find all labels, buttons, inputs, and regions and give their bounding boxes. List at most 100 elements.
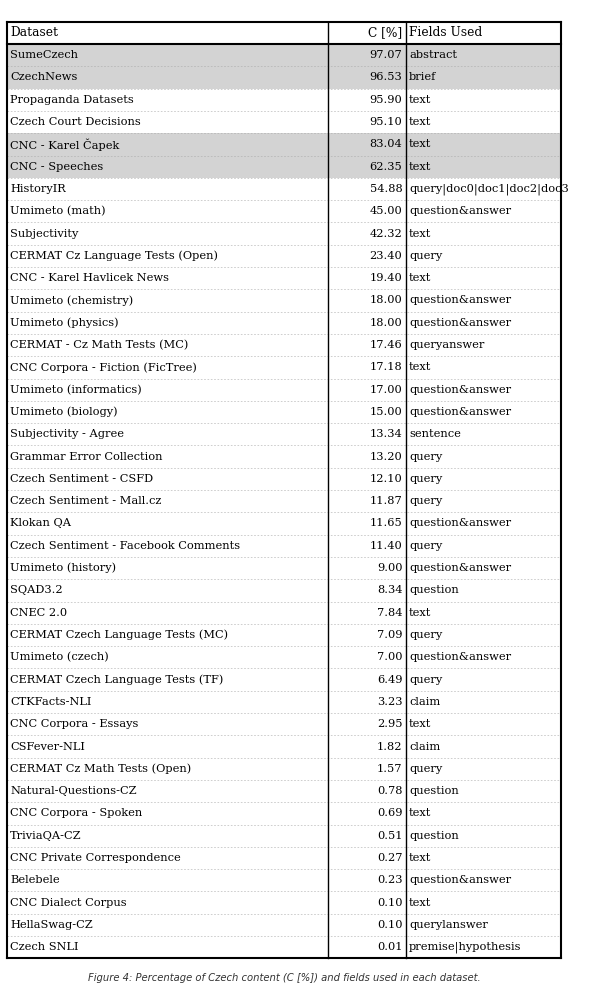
Bar bbox=[7, 467, 561, 490]
Text: question&answer: question&answer bbox=[409, 295, 511, 305]
Text: 0.78: 0.78 bbox=[377, 786, 402, 796]
Text: HellaSwag-CZ: HellaSwag-CZ bbox=[10, 920, 93, 930]
Text: 6.49: 6.49 bbox=[377, 675, 402, 685]
Text: CNC Corpora - Essays: CNC Corpora - Essays bbox=[10, 719, 139, 729]
Text: text: text bbox=[409, 853, 432, 863]
Text: Umimeto (biology): Umimeto (biology) bbox=[10, 407, 118, 417]
Bar bbox=[7, 847, 561, 869]
Text: 0.10: 0.10 bbox=[377, 898, 402, 908]
Text: 19.40: 19.40 bbox=[370, 274, 402, 284]
Text: 7.84: 7.84 bbox=[377, 608, 402, 618]
Text: text: text bbox=[409, 139, 432, 149]
Bar bbox=[7, 535, 561, 557]
Text: Umimeto (math): Umimeto (math) bbox=[10, 206, 106, 216]
Bar bbox=[7, 623, 561, 646]
Text: Umimeto (history): Umimeto (history) bbox=[10, 563, 117, 573]
Text: 13.34: 13.34 bbox=[370, 430, 402, 440]
Text: text: text bbox=[409, 162, 432, 172]
Text: Umimeto (physics): Umimeto (physics) bbox=[10, 317, 119, 328]
Text: query: query bbox=[409, 764, 443, 774]
Text: Natural-Questions-CZ: Natural-Questions-CZ bbox=[10, 786, 137, 796]
Bar bbox=[7, 936, 561, 958]
Text: Propaganda Datasets: Propaganda Datasets bbox=[10, 95, 134, 105]
Text: text: text bbox=[409, 228, 432, 238]
Text: CERMAT Czech Language Tests (MC): CERMAT Czech Language Tests (MC) bbox=[10, 629, 228, 640]
Text: CERMAT Czech Language Tests (TF): CERMAT Czech Language Tests (TF) bbox=[10, 675, 224, 685]
Bar bbox=[7, 691, 561, 713]
Text: 7.00: 7.00 bbox=[377, 652, 402, 662]
Text: 23.40: 23.40 bbox=[370, 251, 402, 261]
Text: query: query bbox=[409, 452, 443, 461]
Text: query: query bbox=[409, 540, 443, 550]
Text: Fields Used: Fields Used bbox=[409, 27, 483, 40]
Text: question&answer: question&answer bbox=[409, 318, 511, 328]
Bar bbox=[7, 735, 561, 758]
Text: CERMAT Cz Math Tests (Open): CERMAT Cz Math Tests (Open) bbox=[10, 764, 191, 774]
Text: text: text bbox=[409, 118, 432, 127]
Text: 11.65: 11.65 bbox=[370, 519, 402, 529]
Bar bbox=[7, 446, 561, 467]
Text: CNC Corpora - Fiction (FicTree): CNC Corpora - Fiction (FicTree) bbox=[10, 363, 197, 372]
Text: text: text bbox=[409, 808, 432, 818]
Text: Czech SNLI: Czech SNLI bbox=[10, 943, 79, 952]
Bar bbox=[7, 825, 561, 847]
Text: 96.53: 96.53 bbox=[370, 72, 402, 82]
Bar bbox=[7, 357, 561, 378]
Text: 17.18: 17.18 bbox=[370, 363, 402, 372]
Text: 7.09: 7.09 bbox=[377, 630, 402, 640]
Text: query: query bbox=[409, 496, 443, 506]
Text: question&answer: question&answer bbox=[409, 875, 511, 885]
Text: querylanswer: querylanswer bbox=[409, 920, 488, 930]
Text: claim: claim bbox=[409, 742, 440, 752]
Bar bbox=[7, 914, 561, 936]
Bar bbox=[7, 401, 561, 423]
Text: brief: brief bbox=[409, 72, 437, 82]
Text: question&answer: question&answer bbox=[409, 652, 511, 662]
Bar bbox=[7, 423, 561, 446]
Text: 1.82: 1.82 bbox=[377, 742, 402, 752]
Bar bbox=[7, 89, 561, 111]
Bar bbox=[7, 178, 561, 201]
Text: 83.04: 83.04 bbox=[370, 139, 402, 149]
Bar bbox=[7, 802, 561, 825]
Bar bbox=[7, 267, 561, 289]
Text: 0.23: 0.23 bbox=[377, 875, 402, 885]
Text: 45.00: 45.00 bbox=[370, 206, 402, 216]
Text: 11.87: 11.87 bbox=[370, 496, 402, 506]
Bar bbox=[7, 513, 561, 535]
Bar bbox=[7, 155, 561, 178]
Text: Umimeto (czech): Umimeto (czech) bbox=[10, 652, 109, 663]
Bar bbox=[7, 334, 561, 357]
Bar bbox=[7, 201, 561, 222]
Text: CNC Corpora - Spoken: CNC Corpora - Spoken bbox=[10, 808, 142, 818]
Text: 95.10: 95.10 bbox=[370, 118, 402, 127]
Text: Belebele: Belebele bbox=[10, 875, 60, 885]
Text: text: text bbox=[409, 719, 432, 729]
Text: CERMAT - Cz Math Tests (MC): CERMAT - Cz Math Tests (MC) bbox=[10, 340, 188, 351]
Text: 15.00: 15.00 bbox=[370, 407, 402, 417]
Text: 12.10: 12.10 bbox=[370, 474, 402, 484]
Text: abstract: abstract bbox=[409, 50, 457, 60]
Text: CNC Private Correspondence: CNC Private Correspondence bbox=[10, 853, 181, 863]
Text: 0.27: 0.27 bbox=[377, 853, 402, 863]
Text: CNC - Speeches: CNC - Speeches bbox=[10, 162, 103, 172]
Text: sentence: sentence bbox=[409, 430, 461, 440]
Text: 2.95: 2.95 bbox=[377, 719, 402, 729]
Bar bbox=[7, 111, 561, 133]
Bar bbox=[7, 378, 561, 401]
Text: 9.00: 9.00 bbox=[377, 563, 402, 573]
Text: query|doc0|doc1|doc2|doc3: query|doc0|doc1|doc2|doc3 bbox=[409, 183, 569, 195]
Text: 3.23: 3.23 bbox=[377, 697, 402, 706]
Text: CNC - Karel Havlicek News: CNC - Karel Havlicek News bbox=[10, 274, 169, 284]
Text: CTKFacts-NLI: CTKFacts-NLI bbox=[10, 697, 91, 706]
Bar bbox=[7, 311, 561, 334]
Text: 62.35: 62.35 bbox=[370, 162, 402, 172]
Text: Klokan QA: Klokan QA bbox=[10, 519, 71, 529]
Text: 42.32: 42.32 bbox=[370, 228, 402, 238]
Bar bbox=[7, 222, 561, 245]
Text: text: text bbox=[409, 274, 432, 284]
Text: 11.40: 11.40 bbox=[370, 540, 402, 550]
Bar bbox=[7, 758, 561, 780]
Text: question&answer: question&answer bbox=[409, 563, 511, 573]
Text: 95.90: 95.90 bbox=[370, 95, 402, 105]
